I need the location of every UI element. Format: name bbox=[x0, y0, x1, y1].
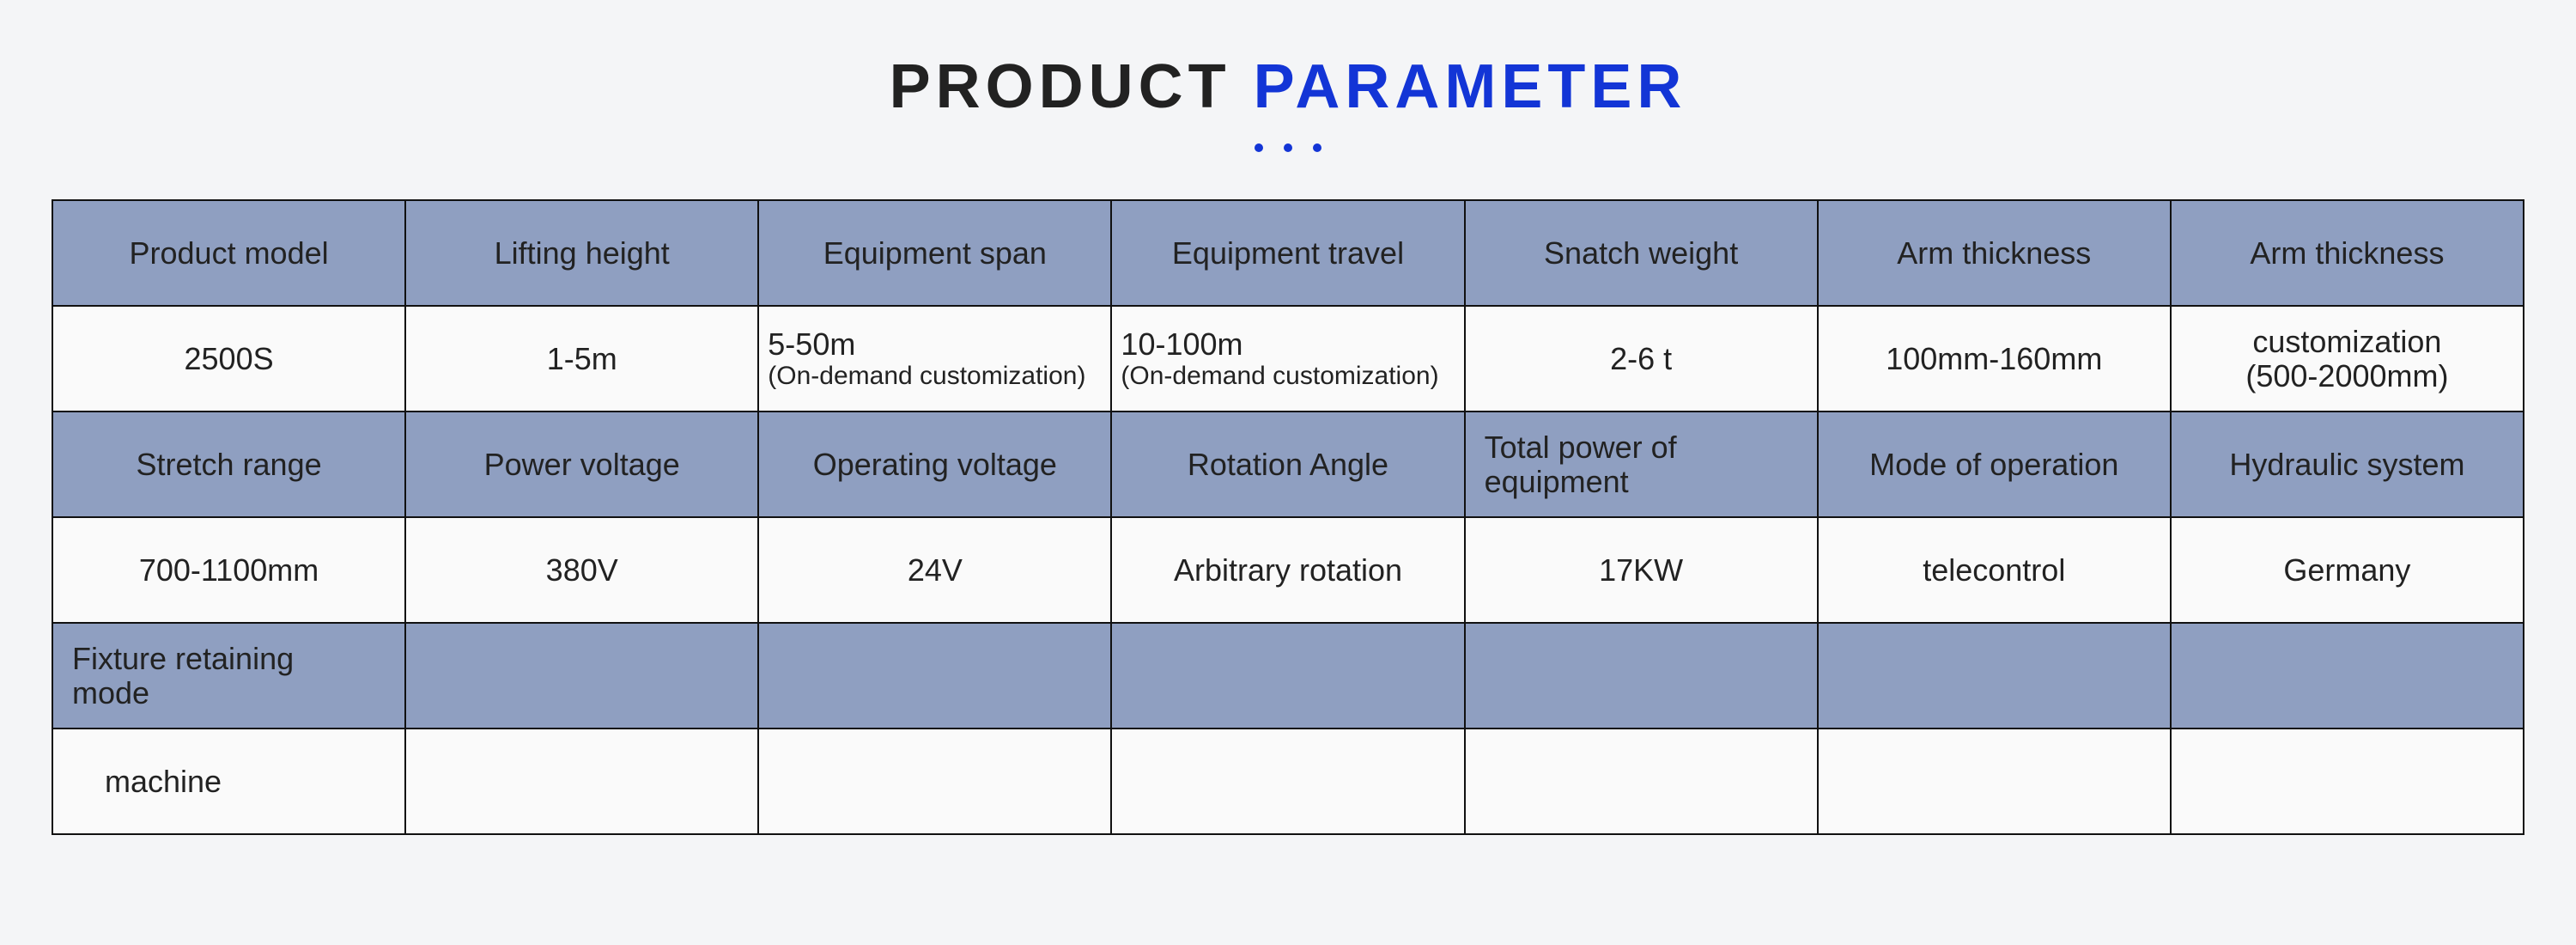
title-part1: PRODUCT bbox=[890, 52, 1231, 121]
table-header-row: Fixture retainingmode bbox=[52, 623, 2524, 729]
table-value-cell: 2500S bbox=[52, 306, 405, 412]
page-title: PRODUCT PARAMETER bbox=[52, 52, 2524, 122]
table-header-cell: Power voltage bbox=[405, 412, 758, 517]
title-part2: PARAMETER bbox=[1254, 52, 1687, 121]
table-value-cell: 17KW bbox=[1465, 517, 1818, 623]
table-value-row: machine bbox=[52, 729, 2524, 834]
table-header-cell bbox=[405, 623, 758, 729]
table-header-cell bbox=[1111, 623, 1464, 729]
table-value-cell bbox=[1465, 729, 1818, 834]
table-value-cell bbox=[1111, 729, 1464, 834]
table-value-cell bbox=[2171, 729, 2524, 834]
page-container: PRODUCT PARAMETER Product modelLifting h… bbox=[0, 0, 2576, 835]
table-value-row: 2500S1-5m5-50m(On-demand customization)1… bbox=[52, 306, 2524, 412]
table-value-cell: 5-50m(On-demand customization) bbox=[758, 306, 1111, 412]
table-value-cell: telecontrol bbox=[1818, 517, 2171, 623]
table-header-cell: Product model bbox=[52, 200, 405, 306]
table-header-cell: Hydraulic system bbox=[2171, 412, 2524, 517]
table-value-cell: 2-6 t bbox=[1465, 306, 1818, 412]
table-value-cell: machine bbox=[52, 729, 405, 834]
table-value-cell: 100mm-160mm bbox=[1818, 306, 2171, 412]
table-header-cell: Arm thickness bbox=[2171, 200, 2524, 306]
table-header-cell: Total power ofequipment bbox=[1465, 412, 1818, 517]
table-header-cell: Equipment travel bbox=[1111, 200, 1464, 306]
table-header-cell: Equipment span bbox=[758, 200, 1111, 306]
dot-icon bbox=[1255, 143, 1263, 152]
table-value-cell: 1-5m bbox=[405, 306, 758, 412]
table-value-cell: 380V bbox=[405, 517, 758, 623]
title-divider-dots bbox=[52, 141, 2524, 156]
table-value-row: 700-1100mm380V24VArbitrary rotation17KWt… bbox=[52, 517, 2524, 623]
parameter-table: Product modelLifting heightEquipment spa… bbox=[52, 199, 2524, 835]
table-value-cell bbox=[758, 729, 1111, 834]
table-value-cell bbox=[405, 729, 758, 834]
table-header-cell: Fixture retainingmode bbox=[52, 623, 405, 729]
dot-icon bbox=[1284, 143, 1292, 152]
table-header-cell bbox=[1818, 623, 2171, 729]
table-header-row: Product modelLifting heightEquipment spa… bbox=[52, 200, 2524, 306]
table-header-cell: Rotation Angle bbox=[1111, 412, 1464, 517]
table-header-cell: Stretch range bbox=[52, 412, 405, 517]
table-value-cell: Arbitrary rotation bbox=[1111, 517, 1464, 623]
table-value-cell: Germany bbox=[2171, 517, 2524, 623]
table-value-cell bbox=[1818, 729, 2171, 834]
table-value-cell: 24V bbox=[758, 517, 1111, 623]
table-header-cell: Snatch weight bbox=[1465, 200, 1818, 306]
table-header-cell: Lifting height bbox=[405, 200, 758, 306]
table-header-cell bbox=[2171, 623, 2524, 729]
table-header-cell: Mode of operation bbox=[1818, 412, 2171, 517]
table-header-cell: Operating voltage bbox=[758, 412, 1111, 517]
table-value-cell: customization(500-2000mm) bbox=[2171, 306, 2524, 412]
dot-icon bbox=[1313, 143, 1321, 152]
table-value-cell: 10-100m(On-demand customization) bbox=[1111, 306, 1464, 412]
table-header-cell bbox=[1465, 623, 1818, 729]
table-header-row: Stretch rangePower voltageOperating volt… bbox=[52, 412, 2524, 517]
table-header-cell bbox=[758, 623, 1111, 729]
table-header-cell: Arm thickness bbox=[1818, 200, 2171, 306]
table-value-cell: 700-1100mm bbox=[52, 517, 405, 623]
